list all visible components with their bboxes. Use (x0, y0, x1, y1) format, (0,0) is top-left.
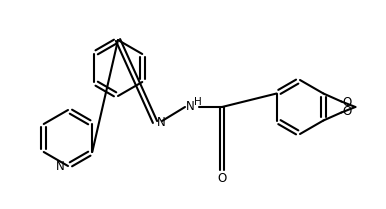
Text: O: O (342, 96, 352, 109)
Text: O: O (342, 105, 352, 118)
Text: N: N (157, 116, 166, 130)
Text: N: N (56, 159, 65, 172)
Text: N: N (186, 101, 195, 113)
Text: O: O (217, 172, 227, 185)
Text: H: H (194, 97, 202, 107)
